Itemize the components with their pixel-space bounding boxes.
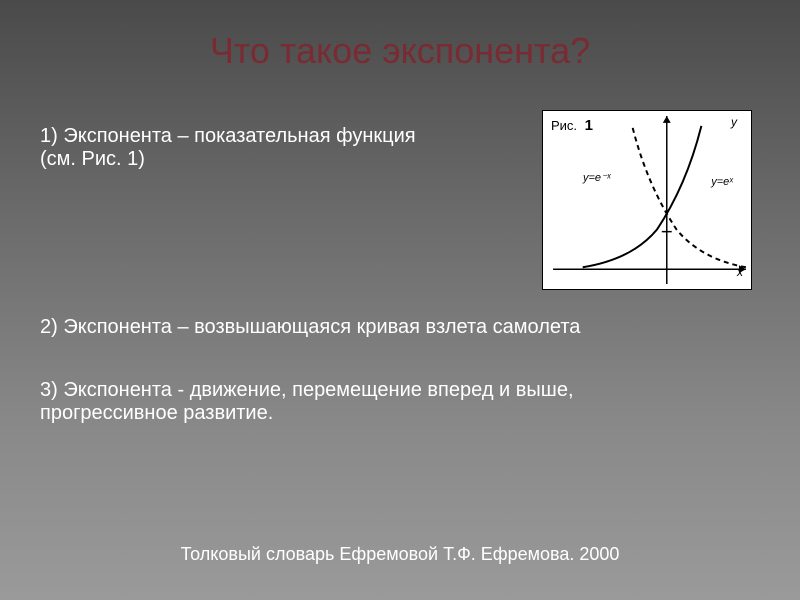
def1-prefix: 1) Экспонента –	[40, 125, 194, 147]
def1-text: показательная функция	[194, 125, 415, 147]
y-axis-arrow	[663, 116, 671, 123]
curve-exp-negative	[632, 126, 746, 267]
def1-line2: (см. Рис. 1)	[40, 148, 145, 170]
def2-text: возвышающаяся кривая взлета самолета	[194, 316, 580, 338]
y-axis-label: y	[731, 115, 737, 129]
curve-label-neg: y=e⁻ˣ	[583, 171, 611, 184]
chart-svg	[543, 111, 751, 289]
def2-prefix: 2) Экспонента –	[40, 316, 194, 338]
curve-label-pos: y=eˣ	[711, 176, 733, 188]
def3-prefix: 3) Экспонента -	[40, 379, 190, 401]
definition-2: 2) Экспонента – возвышающаяся кривая взл…	[40, 316, 760, 339]
def3-line2: прогрессивное развитие.	[40, 402, 273, 424]
footer-citation: Толковый словарь Ефремовой Т.Ф. Ефремова…	[0, 544, 800, 565]
curve-exp-positive	[583, 126, 702, 267]
definition-3: 3) Экспонента - движение, перемещение вп…	[40, 379, 760, 425]
page-title: Что такое экспонента?	[0, 30, 800, 72]
x-axis-label: x	[737, 265, 743, 279]
exponential-chart: Рис. 1 y x y=e⁻ˣ y=eˣ	[542, 110, 752, 290]
footer-text: Толковый словарь Ефремовой Т.Ф. Ефремова…	[181, 544, 620, 564]
title-text: Что такое экспонента?	[210, 30, 590, 71]
def3-text: движение, перемещение вперед и выше,	[190, 379, 574, 401]
